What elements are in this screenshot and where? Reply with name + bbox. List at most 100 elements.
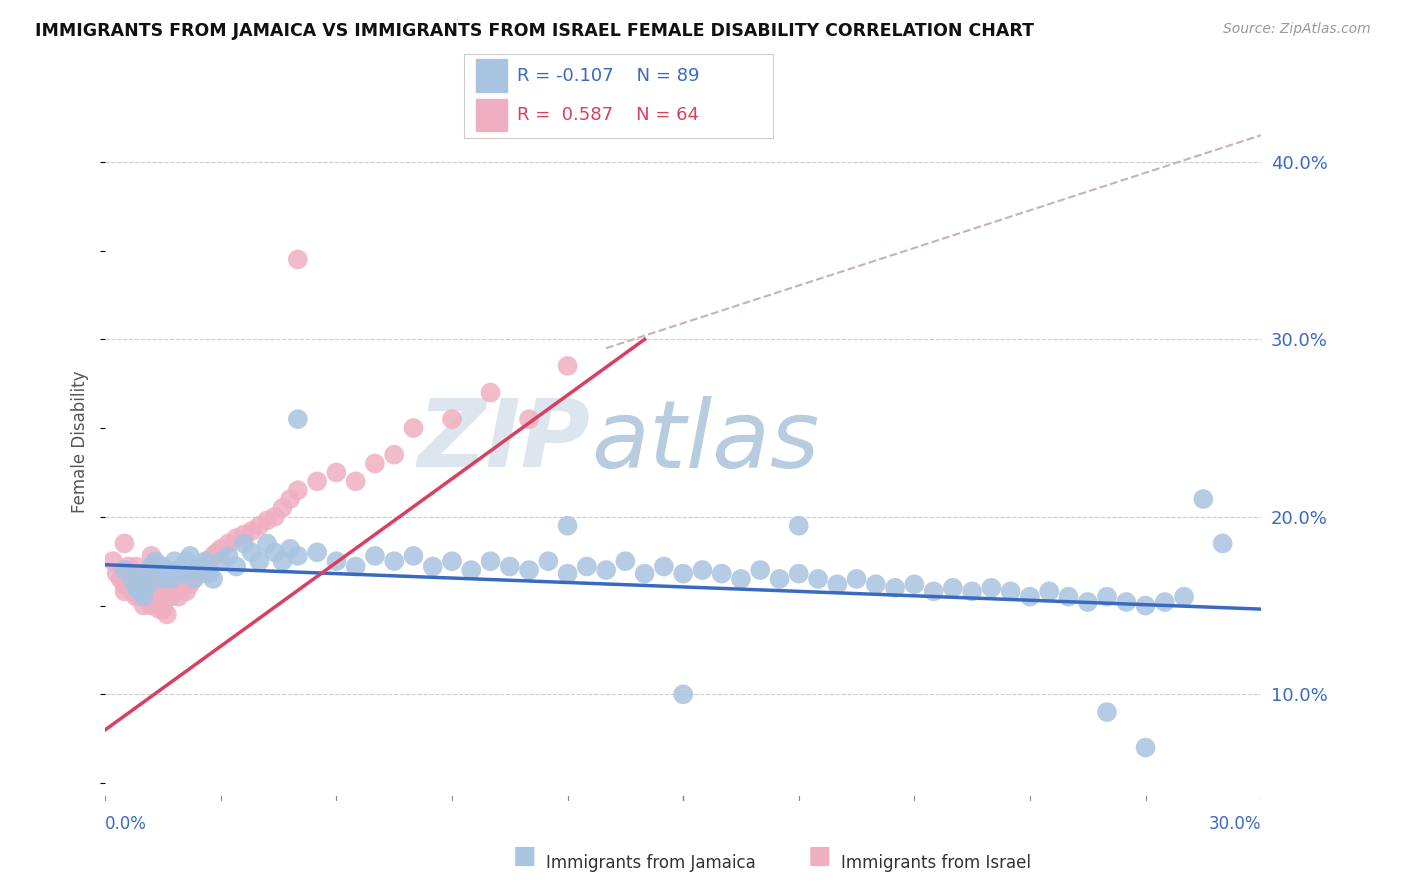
Point	[575, 559, 598, 574]
Text: Immigrants from Jamaica: Immigrants from Jamaica	[546, 855, 755, 872]
Point	[152, 559, 174, 574]
Text: atlas: atlas	[591, 396, 818, 487]
Point	[749, 563, 772, 577]
Point	[128, 584, 150, 599]
Point	[614, 554, 637, 568]
Point	[922, 584, 945, 599]
Point	[263, 509, 285, 524]
Point	[325, 554, 347, 568]
Point	[125, 572, 148, 586]
Point	[942, 581, 965, 595]
Point	[172, 566, 194, 581]
Text: ■: ■	[513, 844, 536, 868]
Point	[225, 559, 247, 574]
Text: R = -0.107    N = 89: R = -0.107 N = 89	[516, 67, 699, 85]
Point	[287, 412, 309, 426]
Point	[845, 572, 868, 586]
Point	[865, 577, 887, 591]
Point	[710, 566, 733, 581]
Point	[884, 581, 907, 595]
Point	[179, 577, 201, 591]
Point	[167, 590, 190, 604]
Text: Immigrants from Israel: Immigrants from Israel	[841, 855, 1031, 872]
Point	[364, 549, 387, 563]
Point	[263, 545, 285, 559]
Text: 30.0%: 30.0%	[1209, 815, 1261, 833]
Point	[247, 518, 270, 533]
Point	[132, 577, 155, 591]
Point	[271, 500, 294, 515]
Point	[517, 563, 540, 577]
Point	[172, 577, 194, 591]
Point	[114, 536, 136, 550]
Text: ■: ■	[808, 844, 831, 868]
Point	[148, 602, 170, 616]
Point	[198, 554, 221, 568]
Point	[652, 559, 675, 574]
Point	[287, 483, 309, 498]
Point	[225, 531, 247, 545]
Point	[980, 581, 1002, 595]
Point	[595, 563, 617, 577]
Point	[903, 577, 925, 591]
Point	[125, 559, 148, 574]
Point	[132, 566, 155, 581]
Bar	[477, 60, 508, 92]
Point	[132, 599, 155, 613]
Point	[114, 563, 136, 577]
Text: ZIP: ZIP	[418, 395, 591, 487]
Point	[209, 541, 232, 556]
Point	[163, 554, 186, 568]
Point	[382, 554, 405, 568]
Point	[240, 545, 263, 559]
Point	[159, 572, 181, 586]
Point	[479, 554, 502, 568]
Point	[344, 475, 367, 489]
Point	[136, 572, 159, 586]
Point	[183, 572, 205, 586]
Point	[364, 457, 387, 471]
Point	[159, 590, 181, 604]
Point	[440, 554, 463, 568]
Point	[152, 602, 174, 616]
Point	[344, 559, 367, 574]
Point	[167, 563, 190, 577]
Point	[128, 566, 150, 581]
Point	[1212, 536, 1234, 550]
Point	[209, 554, 232, 568]
Point	[110, 572, 132, 586]
Point	[768, 572, 790, 586]
Point	[1038, 584, 1060, 599]
Point	[136, 577, 159, 591]
Point	[307, 475, 329, 489]
Point	[479, 385, 502, 400]
Point	[136, 590, 159, 604]
Bar	[477, 99, 508, 131]
Point	[672, 687, 695, 701]
Point	[517, 412, 540, 426]
Point	[183, 572, 205, 586]
Point	[143, 595, 166, 609]
Point	[499, 559, 522, 574]
Point	[232, 527, 254, 541]
Point	[156, 607, 179, 622]
Point	[163, 584, 186, 599]
Point	[1000, 584, 1022, 599]
Point	[633, 566, 655, 581]
Point	[807, 572, 830, 586]
Point	[278, 491, 301, 506]
Point	[460, 563, 482, 577]
Point	[402, 549, 425, 563]
Point	[125, 581, 148, 595]
Point	[672, 566, 695, 581]
Point	[382, 448, 405, 462]
Point	[174, 584, 197, 599]
Point	[202, 549, 225, 563]
Point	[730, 572, 752, 586]
Point	[557, 359, 579, 373]
Point	[440, 412, 463, 426]
Point	[1077, 595, 1099, 609]
Point	[152, 584, 174, 599]
Point	[121, 577, 143, 591]
Point	[1192, 491, 1215, 506]
